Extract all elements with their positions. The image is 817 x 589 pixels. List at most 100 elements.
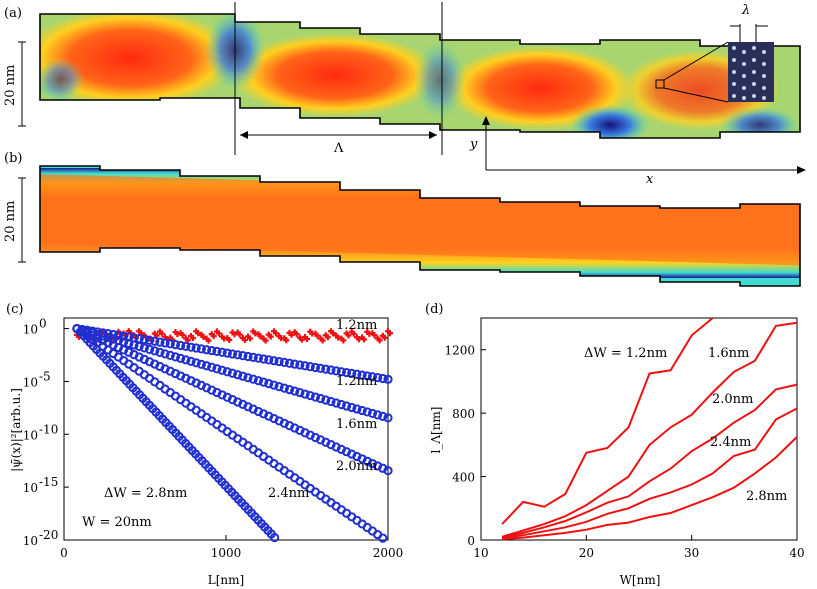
panel-c-marker (331, 398, 341, 408)
panel-c-marker (144, 344, 155, 355)
panel-c-marker (170, 340, 181, 350)
panel-c-marker (227, 349, 238, 359)
panel-c-xtick-label: 1000 (211, 546, 242, 560)
panel-c-marker (257, 333, 264, 340)
panel-d-xtick-label: 40 (789, 546, 804, 560)
panel-c-marker (274, 356, 284, 367)
panel-c-marker (217, 365, 227, 375)
panel-c-marker (290, 359, 300, 369)
panel-c-series-2: 1.6nm (72, 323, 393, 432)
panel-c-xlabel: L[nm] (208, 573, 244, 587)
panel-c-marker (305, 390, 315, 401)
panel-c-marker (361, 336, 368, 343)
panel-c-marker (238, 371, 248, 381)
panel-c-marker (383, 374, 393, 384)
panel-c-marker (336, 399, 346, 410)
panel-c-marker (378, 533, 388, 543)
panel-c-marker (155, 347, 165, 357)
panel-a: (a) λ (3, 2, 806, 187)
panel-c-marker (201, 361, 212, 371)
x-axis-label: x (646, 172, 654, 187)
panel-c-xtick-label: 2000 (373, 546, 404, 560)
panel-c-marker (367, 372, 378, 382)
panel-c-marker (324, 334, 331, 341)
panel-c-series-5 (72, 323, 280, 543)
panel-c-marker (155, 337, 165, 347)
panel-c-marker (181, 355, 191, 365)
panel-c-marker (217, 347, 227, 357)
lambda-label: λ (741, 3, 750, 18)
panel-d-series-label: 2.4nm (710, 435, 751, 450)
panel-d-line-0 (501, 317, 714, 525)
panel-c-marker (233, 350, 243, 360)
panel-c-marker (267, 333, 274, 340)
panel-c-ytick-label: 10 (23, 481, 38, 495)
panel-c-marker (201, 345, 212, 355)
panel-c-marker (310, 392, 321, 402)
panel-c-ytick-label: 10 (23, 534, 38, 548)
panel-c-marker (231, 331, 238, 338)
panel-c-marker (305, 362, 315, 372)
panel-c-marker (352, 404, 362, 414)
panel-c-marker (321, 364, 331, 374)
panel-c-marker (176, 340, 186, 351)
panel-c-marker (341, 401, 352, 411)
panel-c-marker (238, 351, 248, 361)
panel-c-marker (196, 359, 206, 369)
panel-b-boundary (39, 165, 801, 287)
panel-c-marker (134, 341, 144, 352)
panel-c-marker (352, 369, 362, 379)
scale-label-b: 20 nm (3, 201, 18, 242)
panel-d-ytick-label: 0 (467, 534, 475, 548)
panel-c-marker (300, 389, 310, 399)
panel-c-marker (129, 340, 139, 350)
panel-c-marker (186, 342, 196, 352)
panel-c-series-label: 1.2nm (336, 318, 377, 333)
panel-c-marker (212, 346, 222, 357)
panel-c-xtick-label: 0 (60, 546, 68, 560)
panel-c-marker (314, 332, 321, 339)
panel-c-marker (144, 335, 155, 346)
panel-c-marker (222, 348, 232, 358)
panel-c-marker (181, 341, 191, 351)
panel-d-ytick-label: 800 (452, 407, 475, 421)
scale-label-a: 20 nm (3, 65, 18, 106)
y-axis-label: y (469, 137, 478, 152)
panel-c-marker (150, 346, 160, 356)
panel-c-marker (258, 377, 269, 387)
panel-c-marker (253, 376, 263, 386)
panel-b-label: (b) (4, 151, 22, 166)
zoom-box (655, 79, 665, 89)
panel-c-marker (272, 330, 279, 337)
panel-c-marker (264, 355, 274, 365)
panel-c-annotation-w: W = 20nm (82, 515, 152, 530)
panel-c-marker (264, 379, 274, 389)
panel-c-marker (124, 338, 134, 349)
panel-c-marker (321, 395, 331, 405)
panel-c-marker (371, 332, 378, 339)
panel-d-line-3 (501, 407, 798, 540)
panel-c-marker (186, 356, 196, 366)
panel-c-marker (381, 334, 388, 341)
panel-c-marker (373, 410, 383, 420)
panel-c-ytick-label: 10 (23, 323, 38, 337)
panel-c-ylabel: |ψ̄(x)|²[arb.u.] (9, 388, 23, 472)
panel-c-marker (269, 356, 279, 366)
panel-c-marker (200, 333, 207, 340)
panel-c-marker (288, 331, 295, 338)
panel-c-series-label: 1.2nm (336, 374, 377, 389)
panel-c-marker (290, 386, 300, 396)
panel-c-marker (270, 532, 280, 543)
panel-c-marker (383, 413, 393, 423)
panel-c-series-1: 1.2nm (72, 323, 393, 389)
panel-c-marker (243, 373, 253, 383)
panel-c-marker (139, 343, 149, 353)
panel-c-ytick-exp: -20 (39, 528, 58, 542)
panel-c-ytick-label: 10 (23, 375, 38, 389)
panel-c-marker (357, 405, 367, 416)
panel-c-marker (373, 373, 383, 383)
panel-c-marker (222, 367, 232, 377)
